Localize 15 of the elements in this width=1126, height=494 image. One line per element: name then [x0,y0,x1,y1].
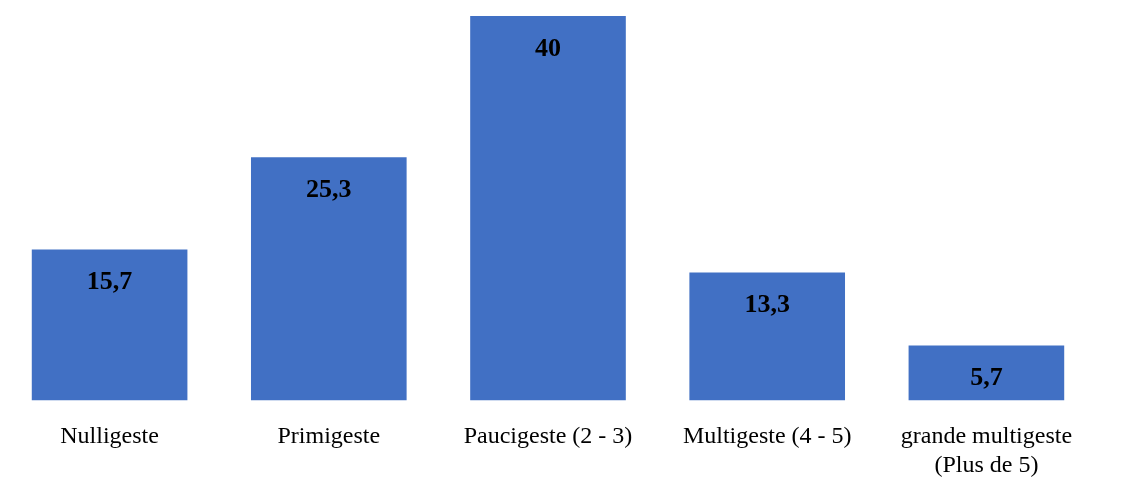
x-tick-label: grande multigeste (Plus de 5) [900,422,1073,477]
x-tick-label: Nulligeste [60,422,159,449]
bar [689,272,846,401]
bar [31,249,188,401]
data-label: 15,7 [86,266,133,296]
bar [470,16,626,401]
data-label: 5,7 [970,362,1003,392]
data-label: 13,3 [744,289,790,319]
x-tick-label: Primigeste [277,422,381,449]
data-label: 40 [535,32,561,62]
x-tick-label: Paucigeste (2 - 3) [463,422,633,449]
bar [908,345,1065,401]
bar [250,157,407,401]
data-label: 25,3 [306,173,352,203]
x-tick-label: Multigeste (4 - 5) [682,422,852,449]
